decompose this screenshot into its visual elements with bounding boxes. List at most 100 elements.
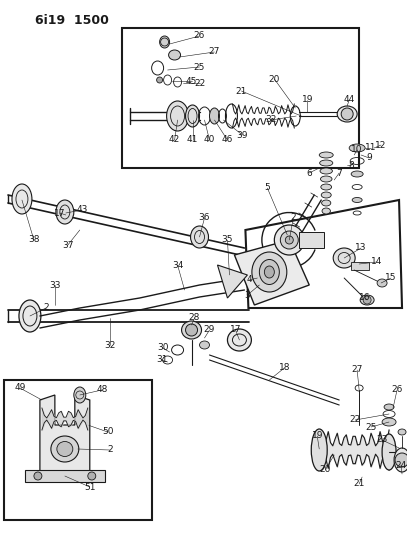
Polygon shape	[235, 240, 309, 305]
Text: 49: 49	[14, 384, 26, 392]
Text: 8: 8	[348, 160, 354, 169]
Ellipse shape	[377, 279, 387, 287]
Text: 36: 36	[199, 214, 210, 222]
Text: 26: 26	[391, 385, 403, 394]
Text: 42: 42	[169, 135, 180, 144]
Text: 19: 19	[302, 95, 313, 104]
Ellipse shape	[227, 329, 251, 351]
Text: 48: 48	[96, 385, 107, 394]
Circle shape	[395, 453, 408, 467]
Text: 51: 51	[84, 482, 95, 491]
Ellipse shape	[351, 171, 363, 177]
Text: 7: 7	[336, 168, 342, 177]
Ellipse shape	[333, 248, 355, 268]
Text: 43: 43	[76, 206, 87, 214]
Text: 20: 20	[319, 465, 331, 474]
Text: 24: 24	[395, 461, 407, 470]
Text: 11: 11	[365, 143, 377, 152]
Text: 2: 2	[107, 446, 113, 455]
Ellipse shape	[200, 341, 209, 349]
Ellipse shape	[51, 436, 79, 462]
Ellipse shape	[56, 200, 74, 224]
Ellipse shape	[285, 236, 293, 244]
Ellipse shape	[166, 101, 188, 131]
Text: 33: 33	[49, 280, 61, 289]
Text: 17: 17	[54, 208, 66, 217]
Text: 20: 20	[268, 75, 280, 84]
Ellipse shape	[209, 108, 220, 124]
Text: 40: 40	[204, 135, 215, 144]
Ellipse shape	[319, 160, 333, 166]
Ellipse shape	[280, 231, 298, 249]
Ellipse shape	[252, 252, 287, 292]
Ellipse shape	[274, 225, 304, 255]
Text: 37: 37	[62, 240, 73, 249]
Ellipse shape	[320, 176, 332, 182]
Polygon shape	[246, 200, 402, 308]
Text: 38: 38	[28, 236, 40, 245]
Ellipse shape	[360, 295, 374, 305]
Text: 22: 22	[194, 78, 205, 87]
Ellipse shape	[182, 321, 202, 339]
Ellipse shape	[352, 198, 362, 203]
Text: 19: 19	[311, 432, 323, 440]
Polygon shape	[40, 395, 90, 475]
Text: 29: 29	[204, 326, 215, 335]
Ellipse shape	[320, 168, 333, 174]
Bar	[299, 232, 324, 248]
Ellipse shape	[186, 105, 200, 127]
Ellipse shape	[259, 260, 279, 285]
Ellipse shape	[349, 144, 365, 152]
Circle shape	[88, 472, 96, 480]
Text: 46: 46	[222, 135, 233, 144]
Text: 31: 31	[156, 356, 167, 365]
Ellipse shape	[384, 404, 394, 410]
Text: 12: 12	[375, 141, 387, 149]
Ellipse shape	[337, 106, 357, 122]
Text: 9: 9	[366, 154, 372, 163]
Text: 2: 2	[43, 303, 49, 312]
Ellipse shape	[191, 226, 208, 248]
Text: 13: 13	[355, 244, 367, 253]
Text: 14: 14	[371, 257, 383, 266]
Bar	[351, 262, 369, 270]
Text: 2: 2	[290, 214, 296, 222]
Text: 27: 27	[351, 366, 363, 375]
Text: 3: 3	[244, 290, 250, 300]
Ellipse shape	[57, 441, 73, 456]
Text: 32: 32	[266, 116, 277, 125]
Circle shape	[341, 108, 353, 120]
Text: 21: 21	[353, 480, 365, 489]
Ellipse shape	[264, 266, 274, 278]
Text: 44: 44	[344, 95, 355, 104]
Ellipse shape	[74, 387, 86, 403]
Circle shape	[34, 472, 42, 480]
Text: 26: 26	[194, 31, 205, 41]
Text: 21: 21	[236, 86, 247, 95]
Text: 32: 32	[104, 341, 115, 350]
Ellipse shape	[382, 418, 396, 426]
Text: 15: 15	[385, 273, 397, 282]
Bar	[4, 380, 152, 520]
Ellipse shape	[382, 434, 396, 470]
Text: 17: 17	[230, 326, 241, 335]
Circle shape	[363, 296, 371, 304]
Text: 28: 28	[189, 313, 200, 322]
Text: 16: 16	[359, 294, 371, 303]
Text: 50: 50	[102, 427, 113, 437]
Text: 6i19  1500: 6i19 1500	[35, 14, 109, 27]
Ellipse shape	[19, 300, 41, 332]
Ellipse shape	[398, 429, 406, 435]
Text: 30: 30	[157, 343, 169, 352]
Text: 25: 25	[194, 62, 205, 71]
Ellipse shape	[322, 208, 330, 214]
Circle shape	[186, 324, 197, 336]
Text: 34: 34	[172, 261, 183, 270]
Bar	[122, 28, 359, 168]
Text: 23: 23	[377, 435, 388, 445]
Text: 6: 6	[306, 168, 312, 177]
Text: 27: 27	[209, 47, 220, 56]
Circle shape	[157, 77, 163, 83]
Text: 39: 39	[237, 131, 248, 140]
Polygon shape	[217, 265, 247, 298]
